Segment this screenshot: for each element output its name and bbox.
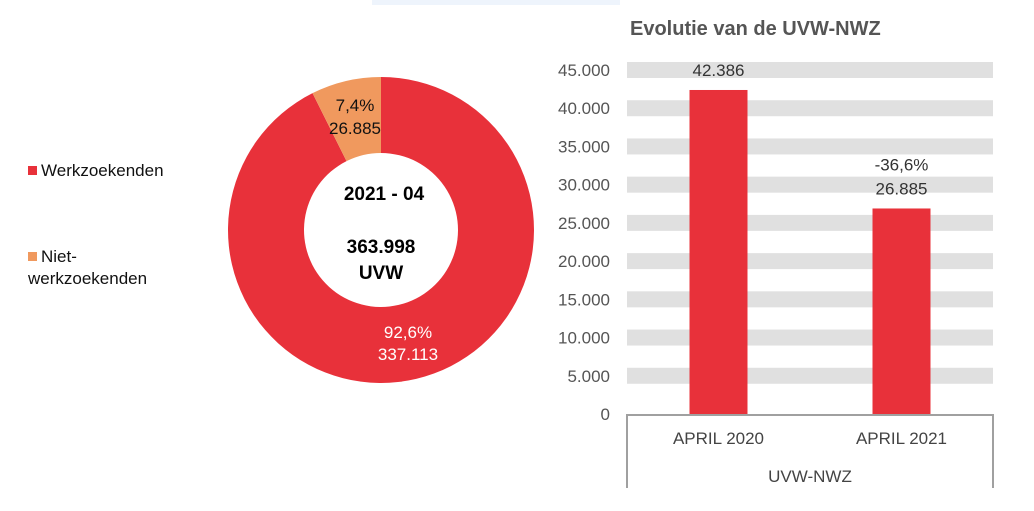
slice-value-label: 337.113 — [378, 345, 438, 364]
donut-center-period: 2021 - 04 — [344, 184, 425, 205]
y-tick-label: 40.000 — [558, 99, 610, 118]
grid-band — [627, 176, 993, 193]
slice-percent-label: 7,4% — [336, 96, 375, 115]
donut-center-total: 363.998 — [347, 237, 416, 258]
y-tick-label: 5.000 — [567, 367, 610, 386]
legend-swatch — [28, 166, 37, 175]
grid-band — [627, 291, 993, 308]
grid-band — [627, 253, 993, 270]
legend-item-niet-werkzoekenden: Niet-werkzoekenden — [28, 246, 188, 290]
bar-data-label: 42.386 — [693, 61, 745, 80]
y-tick-label: 35.000 — [558, 137, 610, 156]
x-tick-label: APRIL 2021 — [856, 429, 947, 448]
x-tick-label: APRIL 2020 — [673, 429, 764, 448]
y-tick-label: 30.000 — [558, 176, 610, 195]
legend-label: Niet-werkzoekenden — [28, 247, 148, 288]
bar-change-label: -36,6% — [875, 155, 929, 174]
grid-band — [627, 62, 993, 78]
legend-swatch — [28, 252, 37, 261]
y-tick-label: 0 — [601, 405, 610, 424]
donut-slice-werkzoekenden — [227, 77, 534, 384]
bar-data-label: 26.885 — [876, 179, 928, 198]
y-tick-label: 10.000 — [558, 329, 610, 348]
grid-band — [627, 367, 993, 384]
grid-band — [627, 214, 993, 231]
bar — [689, 89, 748, 414]
donut-slice-niet-werkzoekenden — [312, 77, 381, 162]
grid-band — [627, 329, 993, 346]
legend-item-werkzoekenden: Werkzoekenden — [28, 160, 164, 182]
y-tick-label: 25.000 — [558, 214, 610, 233]
y-tick-label: 45.000 — [558, 61, 610, 80]
y-tick-label: 20.000 — [558, 252, 610, 271]
donut-center-unit: UVW — [359, 263, 403, 284]
y-tick-label: 15.000 — [558, 290, 610, 309]
legend-label: Werkzoekenden — [41, 161, 164, 180]
bar — [872, 208, 931, 414]
grid-band — [627, 138, 993, 155]
slice-percent-label: 92,6% — [384, 323, 432, 342]
grid-band — [627, 100, 993, 117]
slice-value-label: 26.885 — [329, 119, 381, 138]
x-group-label: UVW-NWZ — [768, 467, 852, 486]
top-strip — [372, 0, 620, 5]
chart-title: Evolutie van de UVW-NWZ — [630, 18, 881, 40]
